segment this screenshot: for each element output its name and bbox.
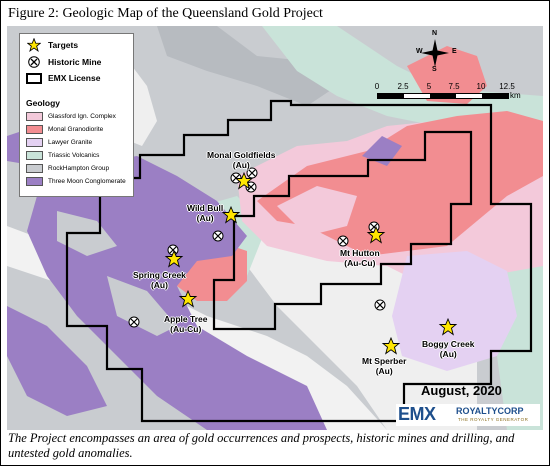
emx-license-inner-outline bbox=[212, 130, 473, 331]
emx-license-outline bbox=[65, 99, 533, 423]
compass-rose bbox=[421, 39, 449, 67]
compass-w: W bbox=[416, 48, 423, 55]
label-wild-bull: Wild Bull (Au) bbox=[187, 203, 224, 223]
figure-title: Figure 2: Geologic Map of the Queensland… bbox=[8, 6, 323, 21]
royaltycorp-tagline: THE ROYALTY GENERATOR bbox=[458, 417, 529, 422]
compass-s: S bbox=[432, 66, 437, 73]
scale-tick-4: 10 bbox=[476, 82, 486, 91]
granodiorite-north bbox=[407, 46, 487, 104]
scale-tick-5: 12.5 bbox=[499, 82, 515, 91]
target-star-icon bbox=[366, 225, 386, 244]
glassford-inlier bbox=[277, 186, 357, 236]
legend-license: EMX License bbox=[26, 72, 100, 84]
date-label: August, 2020 bbox=[421, 383, 502, 398]
target-star-icon bbox=[234, 171, 254, 190]
target-star-icon bbox=[221, 205, 241, 224]
legend-historic-mine: Historic Mine bbox=[26, 56, 101, 68]
company-logos: EMX ROYALTYCORP THE ROYALTY GENERATOR bbox=[396, 404, 540, 426]
map-legend: Targets Historic Mine EMX License Geolog… bbox=[19, 33, 134, 197]
legend-unit: RockHampton Group bbox=[26, 164, 109, 173]
legend-unit: Three Moon Conglomerate bbox=[26, 177, 126, 186]
scale-tick-0: 0 bbox=[374, 82, 380, 91]
royaltycorp-logo: ROYALTYCORP bbox=[456, 406, 524, 416]
license-outline-icon bbox=[26, 72, 42, 84]
scale-tick-2: 5 bbox=[426, 82, 432, 91]
emx-logo: EMX bbox=[398, 404, 436, 424]
legend-unit: Lawyer Granite bbox=[26, 138, 92, 147]
conglomerate-patch bbox=[362, 136, 402, 166]
dark-grey-band bbox=[157, 26, 337, 106]
label-boggy-creek: Boggy Creek (Au) bbox=[422, 339, 475, 359]
alluvium-east bbox=[227, 201, 477, 430]
historic-mine-icon bbox=[212, 230, 224, 242]
historic-mine-icon bbox=[128, 316, 140, 328]
historic-mine-icon bbox=[337, 235, 349, 247]
scale-tick-1: 2.5 bbox=[397, 82, 409, 91]
label-monal-goldfields: Monal Goldfields (Au) bbox=[207, 150, 276, 170]
three-moon-south bbox=[7, 306, 107, 416]
legend-unit: Triassic Volcanics bbox=[26, 151, 99, 160]
target-star-icon bbox=[438, 317, 458, 336]
label-mt-hutton: Mt Hutton (Au-Cu) bbox=[340, 248, 380, 268]
legend-geology-heading: Geology bbox=[26, 98, 61, 108]
scale-tick-3: 7.5 bbox=[448, 82, 460, 91]
lawyer-granite bbox=[392, 251, 517, 371]
crossed-hammers-icon bbox=[26, 56, 42, 68]
label-spring-creek: Spring Creek (Au) bbox=[133, 270, 186, 290]
target-star-icon bbox=[178, 289, 198, 308]
scale-unit: km bbox=[510, 91, 521, 100]
scale-bar: 0 2.5 5 7.5 10 12.5 km bbox=[373, 82, 521, 112]
legend-unit: Monal Granodiorite bbox=[26, 125, 103, 134]
target-star-icon bbox=[381, 336, 401, 355]
compass-e: E bbox=[452, 48, 457, 55]
historic-mine-icon bbox=[374, 299, 386, 311]
star-icon bbox=[26, 38, 42, 52]
grey-inlier-2 bbox=[107, 276, 177, 336]
scale-bar-graphic bbox=[377, 93, 509, 99]
three-moon-conglomerate bbox=[27, 156, 327, 430]
label-mt-sperber: Mt Sperber (Au) bbox=[362, 356, 407, 376]
target-star-icon bbox=[164, 249, 184, 268]
compass-n: N bbox=[432, 30, 438, 37]
legend-targets: Targets bbox=[26, 38, 78, 52]
figure-caption: The Project encompasses an area of gold … bbox=[8, 431, 515, 460]
historic-mine-icon bbox=[246, 167, 258, 179]
label-apple-tree: Apple Tree (Au-Cu) bbox=[164, 314, 208, 334]
legend-unit: Glassford Ign. Complex bbox=[26, 112, 116, 121]
